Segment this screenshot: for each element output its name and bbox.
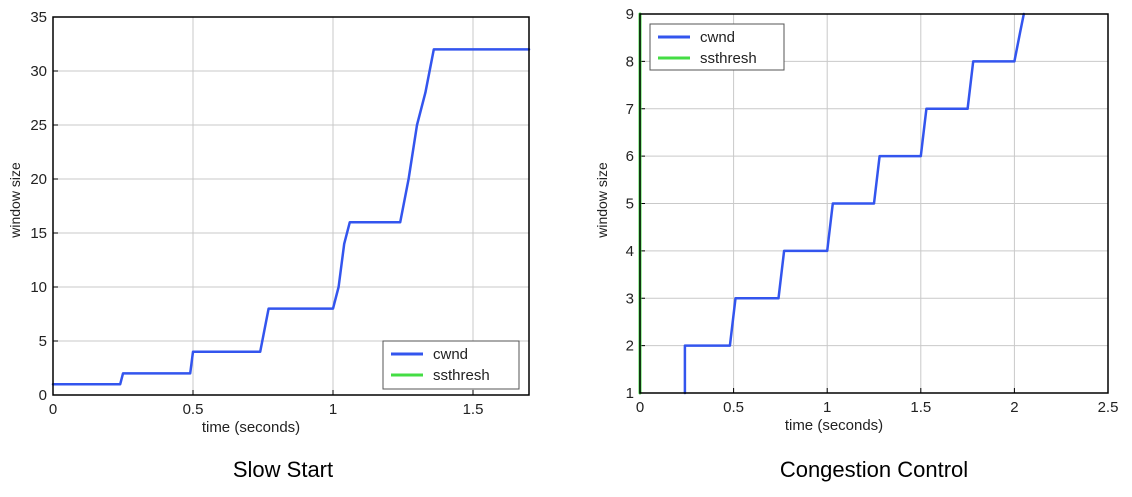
y-tick-label: 7 bbox=[626, 101, 634, 118]
x-tick-label: 0 bbox=[636, 399, 644, 416]
legend: cwnd ssthresh bbox=[649, 23, 785, 71]
x-tick-label: 0 bbox=[49, 401, 57, 418]
y-tick-label: 3 bbox=[626, 290, 634, 307]
y-tick-label: 6 bbox=[626, 148, 634, 165]
y-tick-label: 2 bbox=[626, 338, 634, 355]
y-axis-label: window size bbox=[594, 162, 610, 239]
x-tick-label: 0.5 bbox=[183, 401, 204, 418]
chart-slow-start: 0 0.5 1 1.5 0 5 10 15 20 25 30 35 time (seconds) wind… bbox=[7, 9, 531, 482]
x-axis-label: time (seconds) bbox=[202, 419, 300, 436]
plot-frame bbox=[639, 13, 1109, 394]
legend-label-cwnd: cwnd bbox=[700, 29, 735, 46]
y-tick-label: 10 bbox=[30, 279, 47, 296]
y-tick-label: 0 bbox=[39, 387, 47, 404]
chart-caption: Congestion Control bbox=[780, 457, 968, 482]
y-axis-label: window size bbox=[7, 162, 23, 239]
legend-box bbox=[382, 340, 520, 390]
x-tick-label: 1 bbox=[823, 399, 831, 416]
x-axis-label: time (seconds) bbox=[785, 417, 883, 434]
chart-congestion-control: 0 0.5 1 1.5 2 2.5 1 2 3 4 5 6 7 8 9 time (seconds) windo… bbox=[594, 6, 1118, 482]
x-tick-label: 1.5 bbox=[463, 401, 484, 418]
y-tick-label: 8 bbox=[626, 53, 634, 70]
y-tick-label: 15 bbox=[30, 225, 47, 242]
y-tick-label: 5 bbox=[39, 333, 47, 350]
y-tick-label: 35 bbox=[30, 9, 47, 26]
x-tick-label: 2.5 bbox=[1098, 399, 1119, 416]
x-tick-label: 1.5 bbox=[910, 399, 931, 416]
y-tick-label: 1 bbox=[626, 385, 634, 402]
y-tick-label: 4 bbox=[626, 243, 634, 260]
series-line-cwnd bbox=[51, 48, 531, 386]
legend-box bbox=[649, 23, 785, 71]
plot-area bbox=[53, 17, 529, 395]
chart-caption: Slow Start bbox=[233, 457, 333, 482]
y-tick-label: 25 bbox=[30, 117, 47, 134]
legend: cwnd ssthresh bbox=[382, 340, 520, 390]
y-tick-label: 20 bbox=[30, 171, 47, 188]
y-tick-label: 30 bbox=[30, 63, 47, 80]
series-line-cwnd bbox=[683, 12, 1026, 395]
x-tick-label: 0.5 bbox=[723, 399, 744, 416]
legend-label-ssthresh: ssthresh bbox=[433, 367, 490, 384]
x-tick-label: 2 bbox=[1010, 399, 1018, 416]
legend-label-ssthresh: ssthresh bbox=[700, 50, 757, 67]
y-tick-label: 5 bbox=[626, 196, 634, 213]
y-tick-label: 9 bbox=[626, 6, 634, 23]
x-tick-label: 1 bbox=[329, 401, 337, 418]
legend-label-cwnd: cwnd bbox=[433, 346, 468, 363]
plot-frame bbox=[52, 16, 530, 396]
